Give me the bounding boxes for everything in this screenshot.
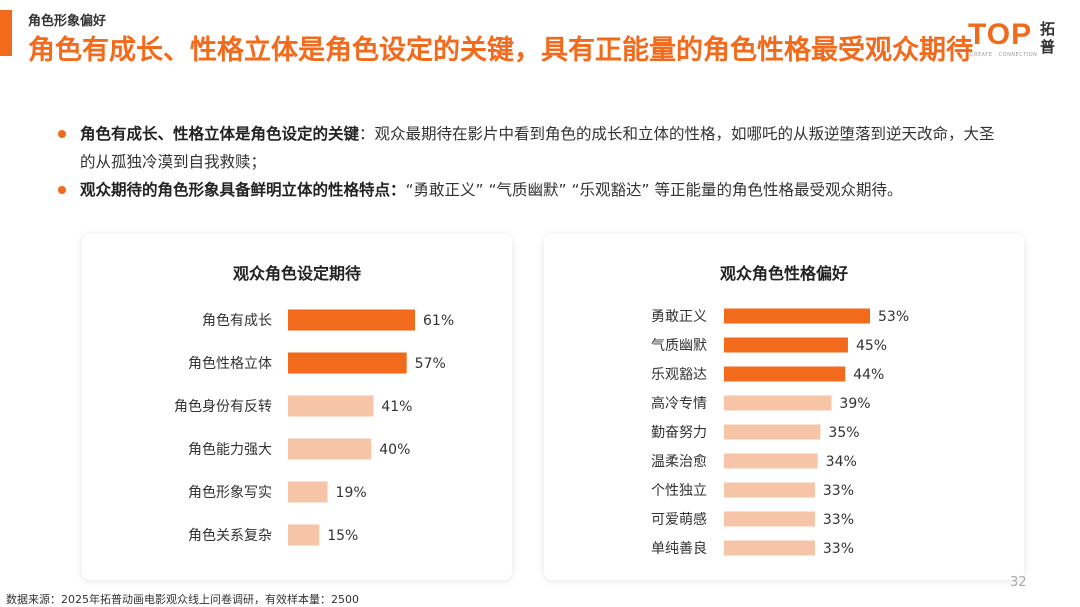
chart-title: 观众角色设定期待 <box>232 264 361 283</box>
chart-panel-setting-expectation: 观众角色设定期待 角色有成长 61% 角色性格立体 57% 角色身份有反转 41% 角色能力… <box>82 234 512 580</box>
data-label: 53% <box>878 309 909 325</box>
bar <box>288 395 374 417</box>
chart-panel-personality-preference: 观众角色性格偏好 勇敢正义 53% 气质幽默 45% 乐观豁达 44% 高冷专情 39% 勤奋努… <box>544 234 1024 580</box>
data-label: 33% <box>823 512 854 528</box>
bar <box>288 481 328 503</box>
data-label: 44% <box>853 367 884 383</box>
category-label: 角色身份有反转 <box>174 398 272 415</box>
category-label: 角色关系复杂 <box>188 527 272 544</box>
bar <box>288 524 320 546</box>
page-title: 角色有成长、性格立体是角色设定的关键，具有正能量的角色性格最受观众期待 <box>28 35 973 66</box>
bar <box>724 366 846 382</box>
bar <box>288 309 415 331</box>
category-label: 气质幽默 <box>651 338 707 354</box>
data-label: 33% <box>823 541 854 557</box>
accent-bar <box>0 10 12 56</box>
bullet-text: ：观众最期待在影片中看到角色的成长和立体的性格，如哪吒的从叛逆堕落到逆天改命，大… <box>80 125 995 171</box>
data-label: 34% <box>826 454 857 470</box>
bar <box>724 308 870 324</box>
category-label: 角色形象写实 <box>188 484 272 501</box>
data-label: 33% <box>823 483 854 499</box>
bar <box>724 540 815 556</box>
category-label: 可爱萌感 <box>651 511 707 528</box>
bullet-text: “勇敢正义” “气质幽默” “乐观豁达” 等正能量的角色性格最受观众期待。 <box>405 181 903 199</box>
section-tag: 角色形象偏好 <box>28 14 107 29</box>
logo-wordmark: TOP <box>968 18 1033 51</box>
bullet-item: 角色有成长、性格立体是角色设定的关键：观众最期待在影片中看到角色的成长和立体的性… <box>58 120 1008 176</box>
bar-chart-personality-preference: 勇敢正义 53% 气质幽默 45% 乐观豁达 44% 高冷专情 39% 勤奋努力 35% 温柔治愈 3… <box>651 308 909 557</box>
logo-chinese-name: 拓普 <box>1040 20 1056 56</box>
bullet-item: 观众期待的角色形象具备鲜明立体的性格特点：“勇敢正义” “气质幽默” “乐观豁达… <box>58 176 1008 204</box>
data-label: 40% <box>379 442 410 458</box>
bullet-lead: 观众期待的角色形象具备鲜明立体的性格特点： <box>80 181 406 199</box>
bar <box>288 438 372 460</box>
chart-title: 观众角色性格偏好 <box>719 264 848 283</box>
bar <box>724 395 832 411</box>
bar <box>288 352 407 374</box>
category-label: 勇敢正义 <box>651 309 707 325</box>
category-label: 角色有成长 <box>202 312 272 329</box>
category-label: 角色性格立体 <box>188 355 272 372</box>
logo-tagline: CREATE · CONNECTION <box>970 52 1038 58</box>
bar <box>724 482 815 498</box>
page-number: 32 <box>1010 575 1027 590</box>
data-label: 15% <box>327 528 358 544</box>
data-label: 57% <box>415 356 446 372</box>
category-label: 温柔治愈 <box>651 454 707 470</box>
category-label: 乐观豁达 <box>651 366 707 383</box>
category-label: 单纯善良 <box>651 541 707 557</box>
brand-logo: TOP 拓普 CREATE · CONNECTION <box>968 18 1078 62</box>
bar <box>724 453 818 469</box>
category-label: 勤奋努力 <box>651 425 707 441</box>
bar <box>724 424 821 440</box>
category-label: 高冷专情 <box>651 395 707 412</box>
bullet-lead: 角色有成长、性格立体是角色设定的关键 <box>80 125 360 143</box>
category-label: 角色能力强大 <box>188 441 272 458</box>
summary-bullets: 角色有成长、性格立体是角色设定的关键：观众最期待在影片中看到角色的成长和立体的性… <box>58 120 1008 204</box>
data-label: 45% <box>856 338 887 354</box>
data-label: 39% <box>839 396 870 412</box>
bar <box>724 511 815 527</box>
data-label: 19% <box>336 485 367 501</box>
category-label: 个性独立 <box>651 483 707 499</box>
data-source-note: 数据来源：2025年拓普动画电影观众线上问卷调研，有效样本量：2500 <box>6 593 359 606</box>
data-label: 35% <box>828 425 859 441</box>
bar <box>724 337 848 353</box>
data-label: 61% <box>423 313 454 329</box>
bar-chart-setting-expectation: 角色有成长 61% 角色性格立体 57% 角色身份有反转 41% 角色能力强大 40% 角色形象… <box>174 309 454 546</box>
data-label: 41% <box>381 399 412 415</box>
